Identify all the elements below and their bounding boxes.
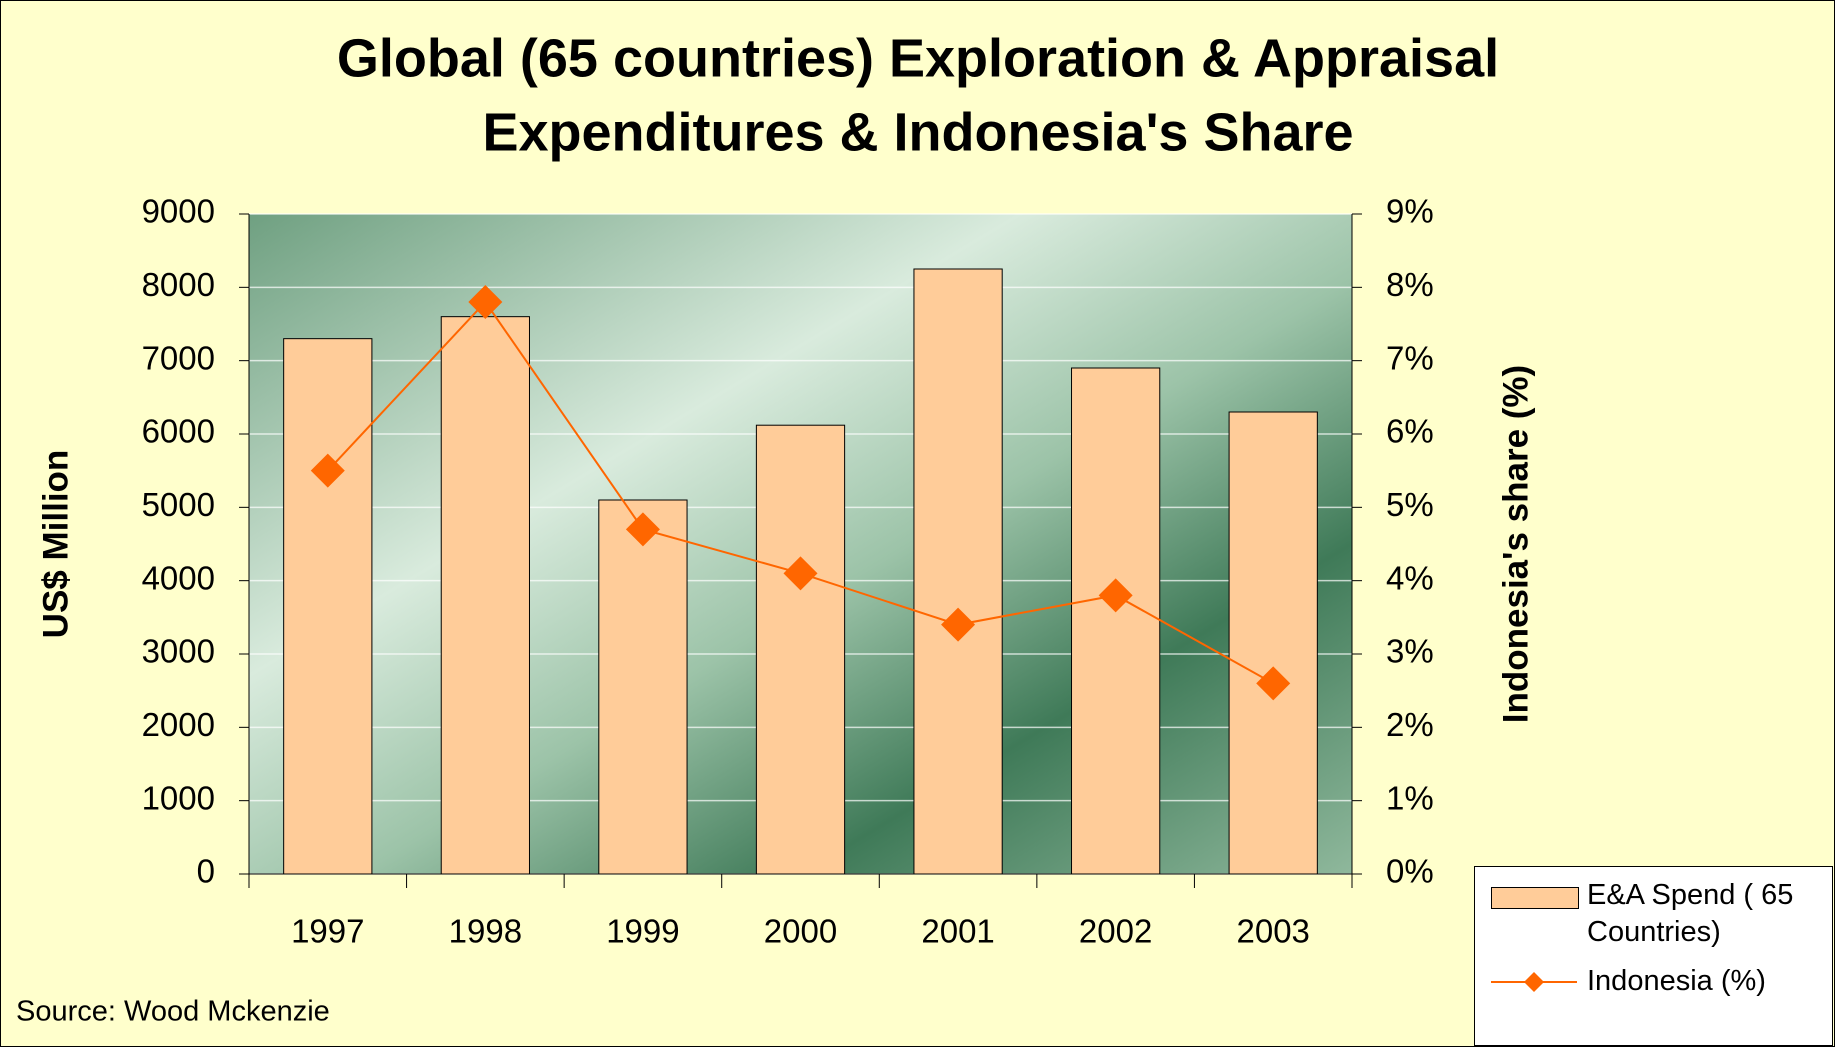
y-tick-label: 5000 [142,486,215,523]
y-tick-label: 1000 [142,779,215,816]
chart-title: Global (65 countries) Exploration & Appr… [337,28,1499,88]
y-tick-label: 7000 [142,339,215,376]
bar [1228,411,1318,875]
bar [283,338,373,875]
legend-swatch [1491,887,1579,909]
y2-tick-label: 7% [1386,339,1434,376]
bar [440,316,530,875]
marker [310,453,345,488]
x-tick-label: 2003 [1237,913,1310,950]
chart-title: Expenditures & Indonesia's Share [482,102,1353,162]
x-tick-label: 2002 [1079,913,1152,950]
bar [755,424,846,875]
legend-label: E&A Spend ( 65 Countries) [1587,879,1794,948]
bar [598,499,688,875]
bar [1071,367,1161,875]
y2-tick-label: 6% [1386,413,1434,450]
x-tick-label: 1998 [449,913,522,950]
legend: E&A Spend ( 65 Countries) Indonesia (%) [1474,866,1833,1046]
marker [625,512,660,547]
y-tick-label: 6000 [142,413,215,450]
y2-tick-label: 2% [1386,706,1434,743]
y-tick-label: 2000 [142,706,215,743]
x-tick-label: 1997 [291,913,364,950]
x-tick-label: 1999 [606,913,679,950]
y-tick-label: 9000 [142,193,215,230]
source-note: Source: Wood Mckenzie [16,996,330,1028]
legend-marker [1524,972,1544,992]
x-tick-label: 2001 [921,913,994,950]
y2-tick-label: 5% [1386,486,1434,523]
marker [1256,666,1291,701]
bar [913,268,1003,875]
legend-label: Indonesia (%) [1587,965,1766,997]
y2-tick-label: 1% [1386,779,1434,816]
y2-tick-label: 3% [1386,633,1434,670]
y2-tick-label: 4% [1386,559,1434,596]
marker [783,556,818,591]
y2-axis-label: Indonesia's share (%) [1496,365,1535,723]
y-tick-label: 4000 [142,559,215,596]
y-tick-label: 8000 [142,266,215,303]
y2-tick-label: 0% [1386,853,1434,890]
marker [941,607,976,642]
y2-tick-label: 8% [1386,266,1434,303]
marker [468,285,503,319]
y-axis-label: US$ Million [36,450,75,639]
y-tick-label: 3000 [142,633,215,670]
legend-swatch [1491,972,1577,992]
y2-tick-label: 9% [1386,193,1434,230]
marker [1098,578,1133,613]
x-tick-label: 2000 [764,913,837,950]
y-tick-label: 0 [197,853,215,890]
